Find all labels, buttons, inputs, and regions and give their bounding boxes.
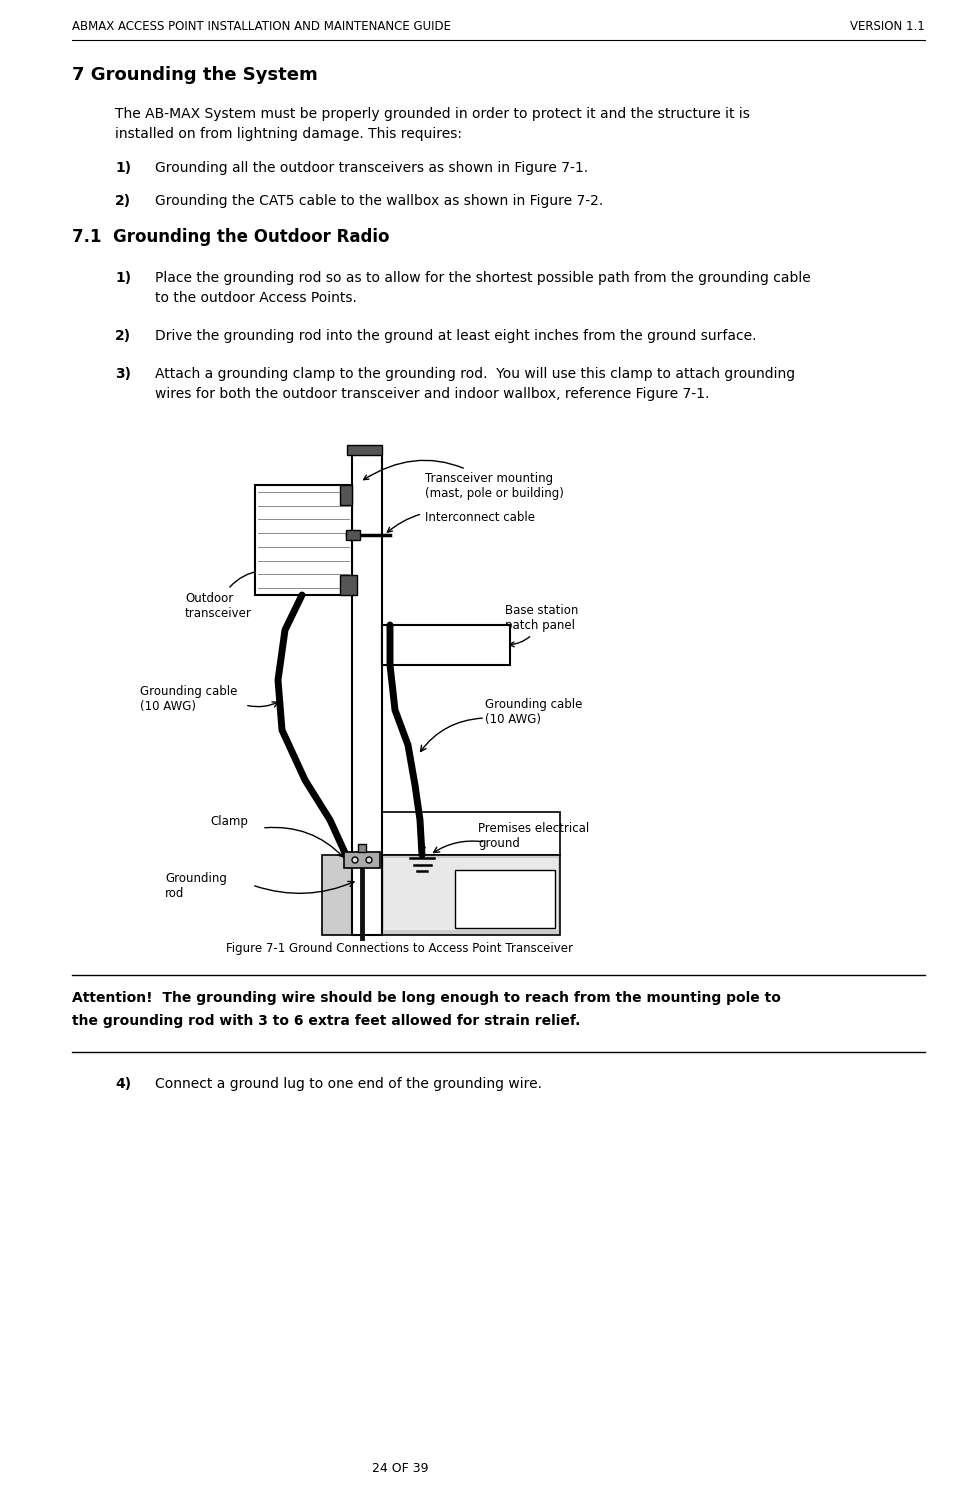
Text: Clamp: Clamp bbox=[210, 816, 248, 829]
Text: Premises electrical
ground: Premises electrical ground bbox=[478, 822, 589, 850]
Text: Outdoor
transceiver: Outdoor transceiver bbox=[185, 569, 260, 620]
Text: The AB-MAX System must be properly grounded in order to protect it and the struc: The AB-MAX System must be properly groun… bbox=[115, 107, 750, 122]
Bar bbox=[255, 485, 352, 595]
Bar bbox=[344, 852, 380, 868]
Bar bbox=[358, 844, 366, 852]
Text: Interconnect cable: Interconnect cable bbox=[387, 512, 535, 532]
Bar bbox=[340, 485, 352, 505]
Text: Transceiver mounting
(mast, pole or building): Transceiver mounting (mast, pole or buil… bbox=[364, 460, 564, 500]
Text: 2): 2) bbox=[115, 194, 131, 207]
Text: Attach a grounding clamp to the grounding rod.  You will use this clamp to attac: Attach a grounding clamp to the groundin… bbox=[155, 366, 796, 382]
Bar bbox=[455, 870, 555, 928]
Text: Figure 7-1 Ground Connections to Access Point Transceiver: Figure 7-1 Ground Connections to Access … bbox=[226, 942, 573, 955]
Text: ABMAX ACCESS POINT INSTALLATION AND MAINTENANCE GUIDE: ABMAX ACCESS POINT INSTALLATION AND MAIN… bbox=[72, 20, 451, 33]
Bar bbox=[352, 455, 382, 936]
Text: Grounding
rod: Grounding rod bbox=[165, 873, 227, 900]
Bar bbox=[382, 625, 510, 665]
Bar bbox=[384, 858, 558, 930]
Text: to the outdoor Access Points.: to the outdoor Access Points. bbox=[155, 291, 357, 305]
Bar bbox=[347, 445, 382, 455]
Text: 7 Grounding the System: 7 Grounding the System bbox=[72, 66, 318, 84]
Bar bbox=[322, 855, 560, 936]
Bar bbox=[340, 575, 357, 595]
Text: 24 OF 39: 24 OF 39 bbox=[371, 1461, 428, 1475]
Text: 2): 2) bbox=[115, 329, 131, 342]
Text: Grounding the CAT5 cable to the wallbox as shown in Figure 7-2.: Grounding the CAT5 cable to the wallbox … bbox=[155, 194, 604, 207]
Text: 1): 1) bbox=[115, 161, 131, 176]
Circle shape bbox=[352, 858, 358, 864]
Text: Grounding cable
(10 AWG): Grounding cable (10 AWG) bbox=[140, 685, 237, 713]
Text: Grounding all the outdoor transceivers as shown in Figure 7-1.: Grounding all the outdoor transceivers a… bbox=[155, 161, 588, 176]
Text: 3): 3) bbox=[115, 366, 131, 382]
Text: Connect a ground lug to one end of the grounding wire.: Connect a ground lug to one end of the g… bbox=[155, 1077, 542, 1090]
Bar bbox=[380, 813, 560, 855]
Text: Concrete
foundation: Concrete foundation bbox=[460, 882, 524, 910]
Text: 1): 1) bbox=[115, 270, 131, 285]
Text: Place the grounding rod so as to allow for the shortest possible path from the g: Place the grounding rod so as to allow f… bbox=[155, 270, 811, 285]
Text: installed on from lightning damage. This requires:: installed on from lightning damage. This… bbox=[115, 128, 462, 141]
Text: Drive the grounding rod into the ground at least eight inches from the ground su: Drive the grounding rod into the ground … bbox=[155, 329, 757, 342]
Text: Base station
patch panel: Base station patch panel bbox=[505, 604, 578, 647]
Text: Grounding cable
(10 AWG): Grounding cable (10 AWG) bbox=[485, 698, 582, 725]
Bar bbox=[346, 530, 360, 541]
Text: 4): 4) bbox=[115, 1077, 131, 1090]
Circle shape bbox=[366, 858, 372, 864]
Text: wires for both the outdoor transceiver and indoor wallbox, reference Figure 7-1.: wires for both the outdoor transceiver a… bbox=[155, 388, 710, 401]
Text: 7.1  Grounding the Outdoor Radio: 7.1 Grounding the Outdoor Radio bbox=[72, 228, 389, 246]
Text: VERSION 1.1: VERSION 1.1 bbox=[850, 20, 925, 33]
Text: Attention!  The grounding wire should be long enough to reach from the mounting : Attention! The grounding wire should be … bbox=[72, 991, 781, 1005]
Text: the grounding rod with 3 to 6 extra feet allowed for strain relief.: the grounding rod with 3 to 6 extra feet… bbox=[72, 1014, 580, 1027]
